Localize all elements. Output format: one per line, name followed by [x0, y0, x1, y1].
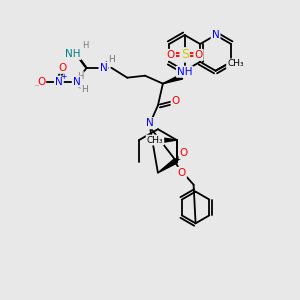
Text: N: N	[100, 63, 107, 73]
Text: CH₃: CH₃	[147, 136, 163, 145]
Text: N: N	[146, 118, 154, 128]
Text: H: H	[82, 41, 89, 50]
Text: O: O	[172, 97, 180, 106]
Text: O: O	[180, 148, 188, 158]
Text: S: S	[181, 48, 189, 62]
Text: N: N	[212, 30, 219, 40]
Text: H: H	[81, 85, 88, 94]
Text: CH₃: CH₃	[227, 59, 244, 68]
Text: H: H	[108, 55, 115, 64]
Text: ⁻: ⁻	[34, 82, 38, 91]
Text: NH: NH	[65, 49, 80, 59]
Polygon shape	[161, 138, 177, 142]
Text: O: O	[194, 50, 203, 60]
Text: NH: NH	[177, 67, 192, 77]
Text: N: N	[55, 76, 63, 87]
Text: O: O	[37, 76, 45, 87]
Text: O: O	[178, 168, 186, 178]
Polygon shape	[163, 74, 183, 84]
Text: H: H	[77, 72, 84, 81]
Text: +: +	[61, 72, 67, 81]
Text: O: O	[167, 50, 175, 60]
Polygon shape	[158, 159, 177, 173]
Text: N: N	[73, 76, 81, 87]
Text: O: O	[59, 63, 67, 73]
